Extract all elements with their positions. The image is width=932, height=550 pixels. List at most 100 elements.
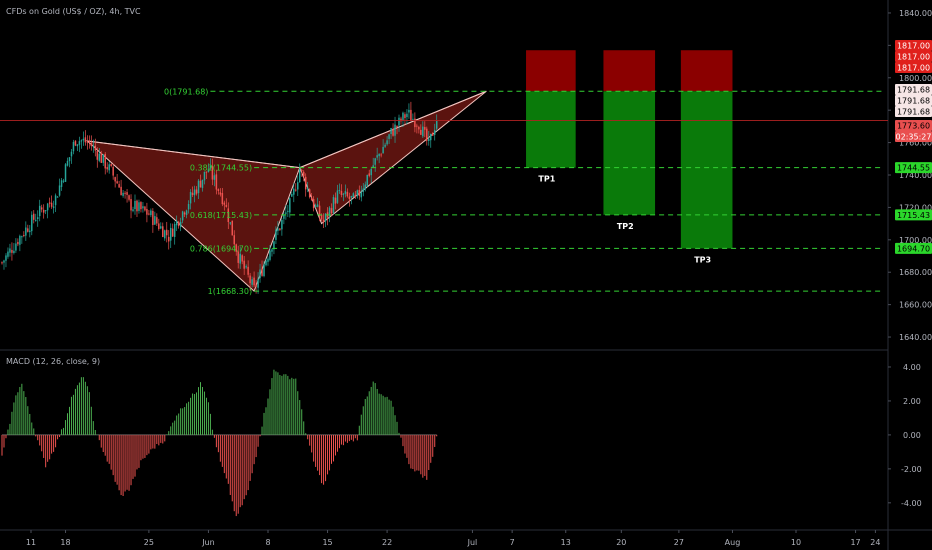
candle xyxy=(253,271,255,287)
macd-tick-label: 4.00 xyxy=(903,363,921,372)
candle xyxy=(241,254,243,265)
candle xyxy=(418,125,420,134)
candle xyxy=(245,264,247,269)
candle xyxy=(207,163,210,173)
candle xyxy=(219,188,222,197)
price-tick-label: 1700.00 xyxy=(899,236,932,245)
time-tick-label: 17 xyxy=(850,538,860,547)
candle xyxy=(336,184,339,204)
stop-zone-3 xyxy=(680,50,733,92)
candle xyxy=(126,189,128,203)
candle xyxy=(193,185,196,203)
candle xyxy=(364,181,367,192)
candle xyxy=(310,192,313,201)
candle xyxy=(356,189,359,199)
time-tick-label: 8 xyxy=(265,538,270,547)
candle xyxy=(104,152,106,175)
candle xyxy=(382,139,384,154)
price-tick-label: 1640.00 xyxy=(899,333,932,342)
candle xyxy=(328,206,331,223)
candle xyxy=(348,192,351,207)
candle xyxy=(344,184,347,198)
candle xyxy=(223,200,226,211)
candle xyxy=(237,245,239,269)
candle xyxy=(191,186,194,198)
candle xyxy=(312,196,315,212)
candle xyxy=(56,196,59,198)
price-tag xyxy=(895,209,932,221)
candle xyxy=(177,220,180,229)
candle xyxy=(70,148,73,164)
candle xyxy=(78,136,81,153)
candle xyxy=(173,221,176,245)
time-tick-label: 22 xyxy=(382,538,392,547)
candle xyxy=(171,223,174,238)
candle xyxy=(433,123,436,141)
candle xyxy=(152,208,154,233)
candle xyxy=(378,153,380,164)
candle xyxy=(322,213,325,229)
time-tick-label: Aug xyxy=(725,538,741,547)
candle xyxy=(251,276,253,288)
fib-levels: 0(1791.68) 0.382(1744.55) 0.618(1715.43) 0.… xyxy=(164,87,884,296)
time-tick-label: 15 xyxy=(322,538,332,547)
candle xyxy=(392,123,394,137)
candle xyxy=(90,135,93,151)
candle xyxy=(195,186,198,196)
candle xyxy=(84,130,87,146)
candle xyxy=(380,152,382,158)
candle xyxy=(197,179,200,199)
candle xyxy=(342,192,345,202)
candle xyxy=(243,255,245,275)
candle xyxy=(62,178,65,184)
candle xyxy=(94,138,97,157)
price-tag xyxy=(895,84,932,95)
candle xyxy=(285,205,287,220)
trade-boxes: TP1 TP2 TP3 xyxy=(526,50,733,264)
price-tag-text: 1817.00 xyxy=(897,64,930,73)
candle xyxy=(169,223,172,249)
candle xyxy=(156,213,158,227)
price-tick-label: 1840.00 xyxy=(899,9,932,18)
candle xyxy=(146,202,148,223)
candle xyxy=(281,218,283,236)
candle xyxy=(259,263,261,283)
candle xyxy=(431,132,434,136)
candle xyxy=(376,147,378,161)
candle xyxy=(271,248,273,257)
candles xyxy=(1,101,438,294)
candle xyxy=(167,230,170,250)
candle xyxy=(132,206,134,213)
candle xyxy=(366,174,368,188)
candle xyxy=(406,109,408,125)
candle xyxy=(229,222,232,226)
candle xyxy=(162,222,164,238)
candle xyxy=(66,157,69,167)
candle xyxy=(279,227,281,231)
price-tick-label: 1800.00 xyxy=(899,74,932,83)
target-label-1: TP1 xyxy=(538,175,555,184)
candle xyxy=(72,139,75,155)
candle xyxy=(277,221,279,236)
candle xyxy=(134,194,136,215)
candle xyxy=(42,204,45,219)
candle xyxy=(124,190,126,199)
candle xyxy=(362,183,365,197)
fib-label: 1(1668.30) xyxy=(208,287,252,296)
candle xyxy=(404,112,406,126)
candle xyxy=(148,209,150,216)
candle xyxy=(394,116,396,143)
candle xyxy=(316,197,319,208)
time-tick-label: 7 xyxy=(510,538,515,547)
candle xyxy=(338,183,341,194)
candle xyxy=(289,197,291,218)
candle xyxy=(388,133,390,145)
candle xyxy=(68,157,71,168)
price-tag-text: 1817.00 xyxy=(897,53,930,62)
candle xyxy=(92,139,95,153)
candle xyxy=(74,140,77,147)
candle xyxy=(179,217,182,232)
fib-label: 0.382(1744.55) xyxy=(190,164,252,173)
fib-label: 0.618(1715.43) xyxy=(190,211,252,220)
